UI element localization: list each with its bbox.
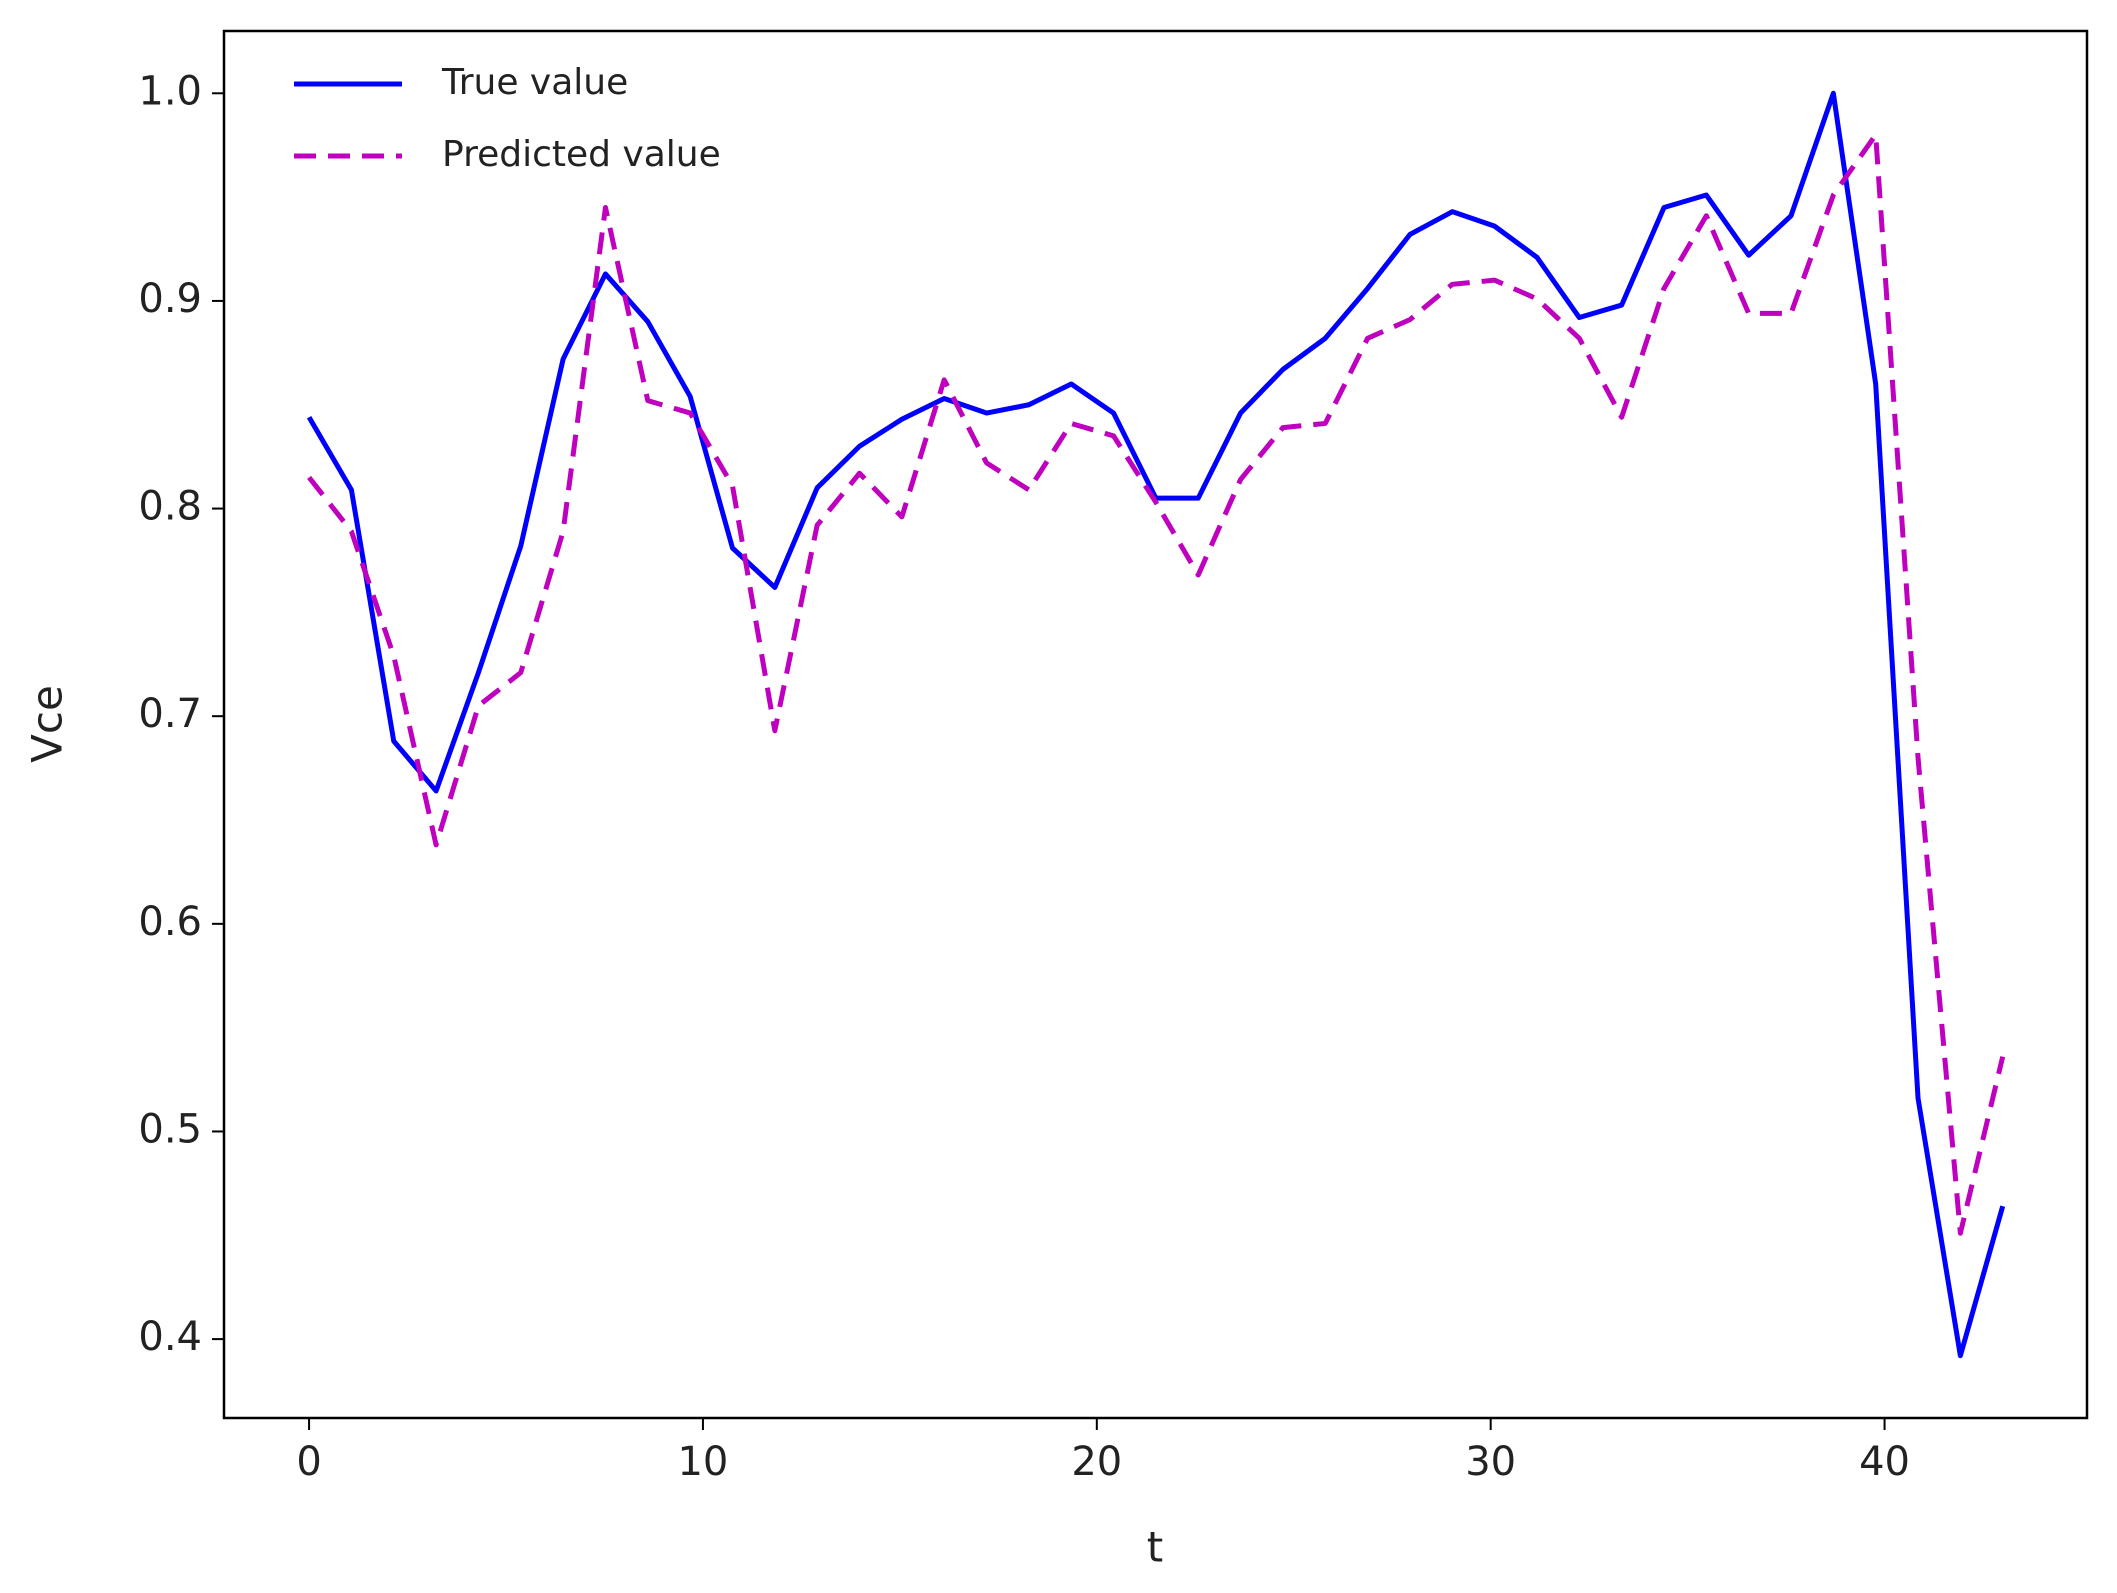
y-axis-label: Vce <box>23 685 72 763</box>
y-tick-label: 0.6 <box>138 899 202 945</box>
y-tick-label: 0.9 <box>138 276 202 322</box>
legend-label: Predicted value <box>442 134 721 175</box>
y-tick-label: 0.4 <box>138 1314 202 1360</box>
y-tick-label: 1.0 <box>138 68 202 114</box>
y-tick-label: 0.8 <box>138 484 202 530</box>
x-axis-label: t <box>1147 1523 1163 1572</box>
series-line <box>306 90 2006 1359</box>
y-tick-label: 0.7 <box>138 691 202 737</box>
x-tick-label: 20 <box>1071 1439 1122 1485</box>
x-tick-label: 10 <box>677 1439 728 1485</box>
plot-frame <box>222 29 2089 1420</box>
x-tick-label: 30 <box>1465 1439 1516 1485</box>
x-tick-label: 40 <box>1859 1439 1910 1485</box>
series-line <box>307 132 2006 1236</box>
y-tick-label: 0.5 <box>138 1106 202 1152</box>
legend-label: True value <box>441 62 628 103</box>
x-tick-label: 0 <box>296 1439 321 1485</box>
